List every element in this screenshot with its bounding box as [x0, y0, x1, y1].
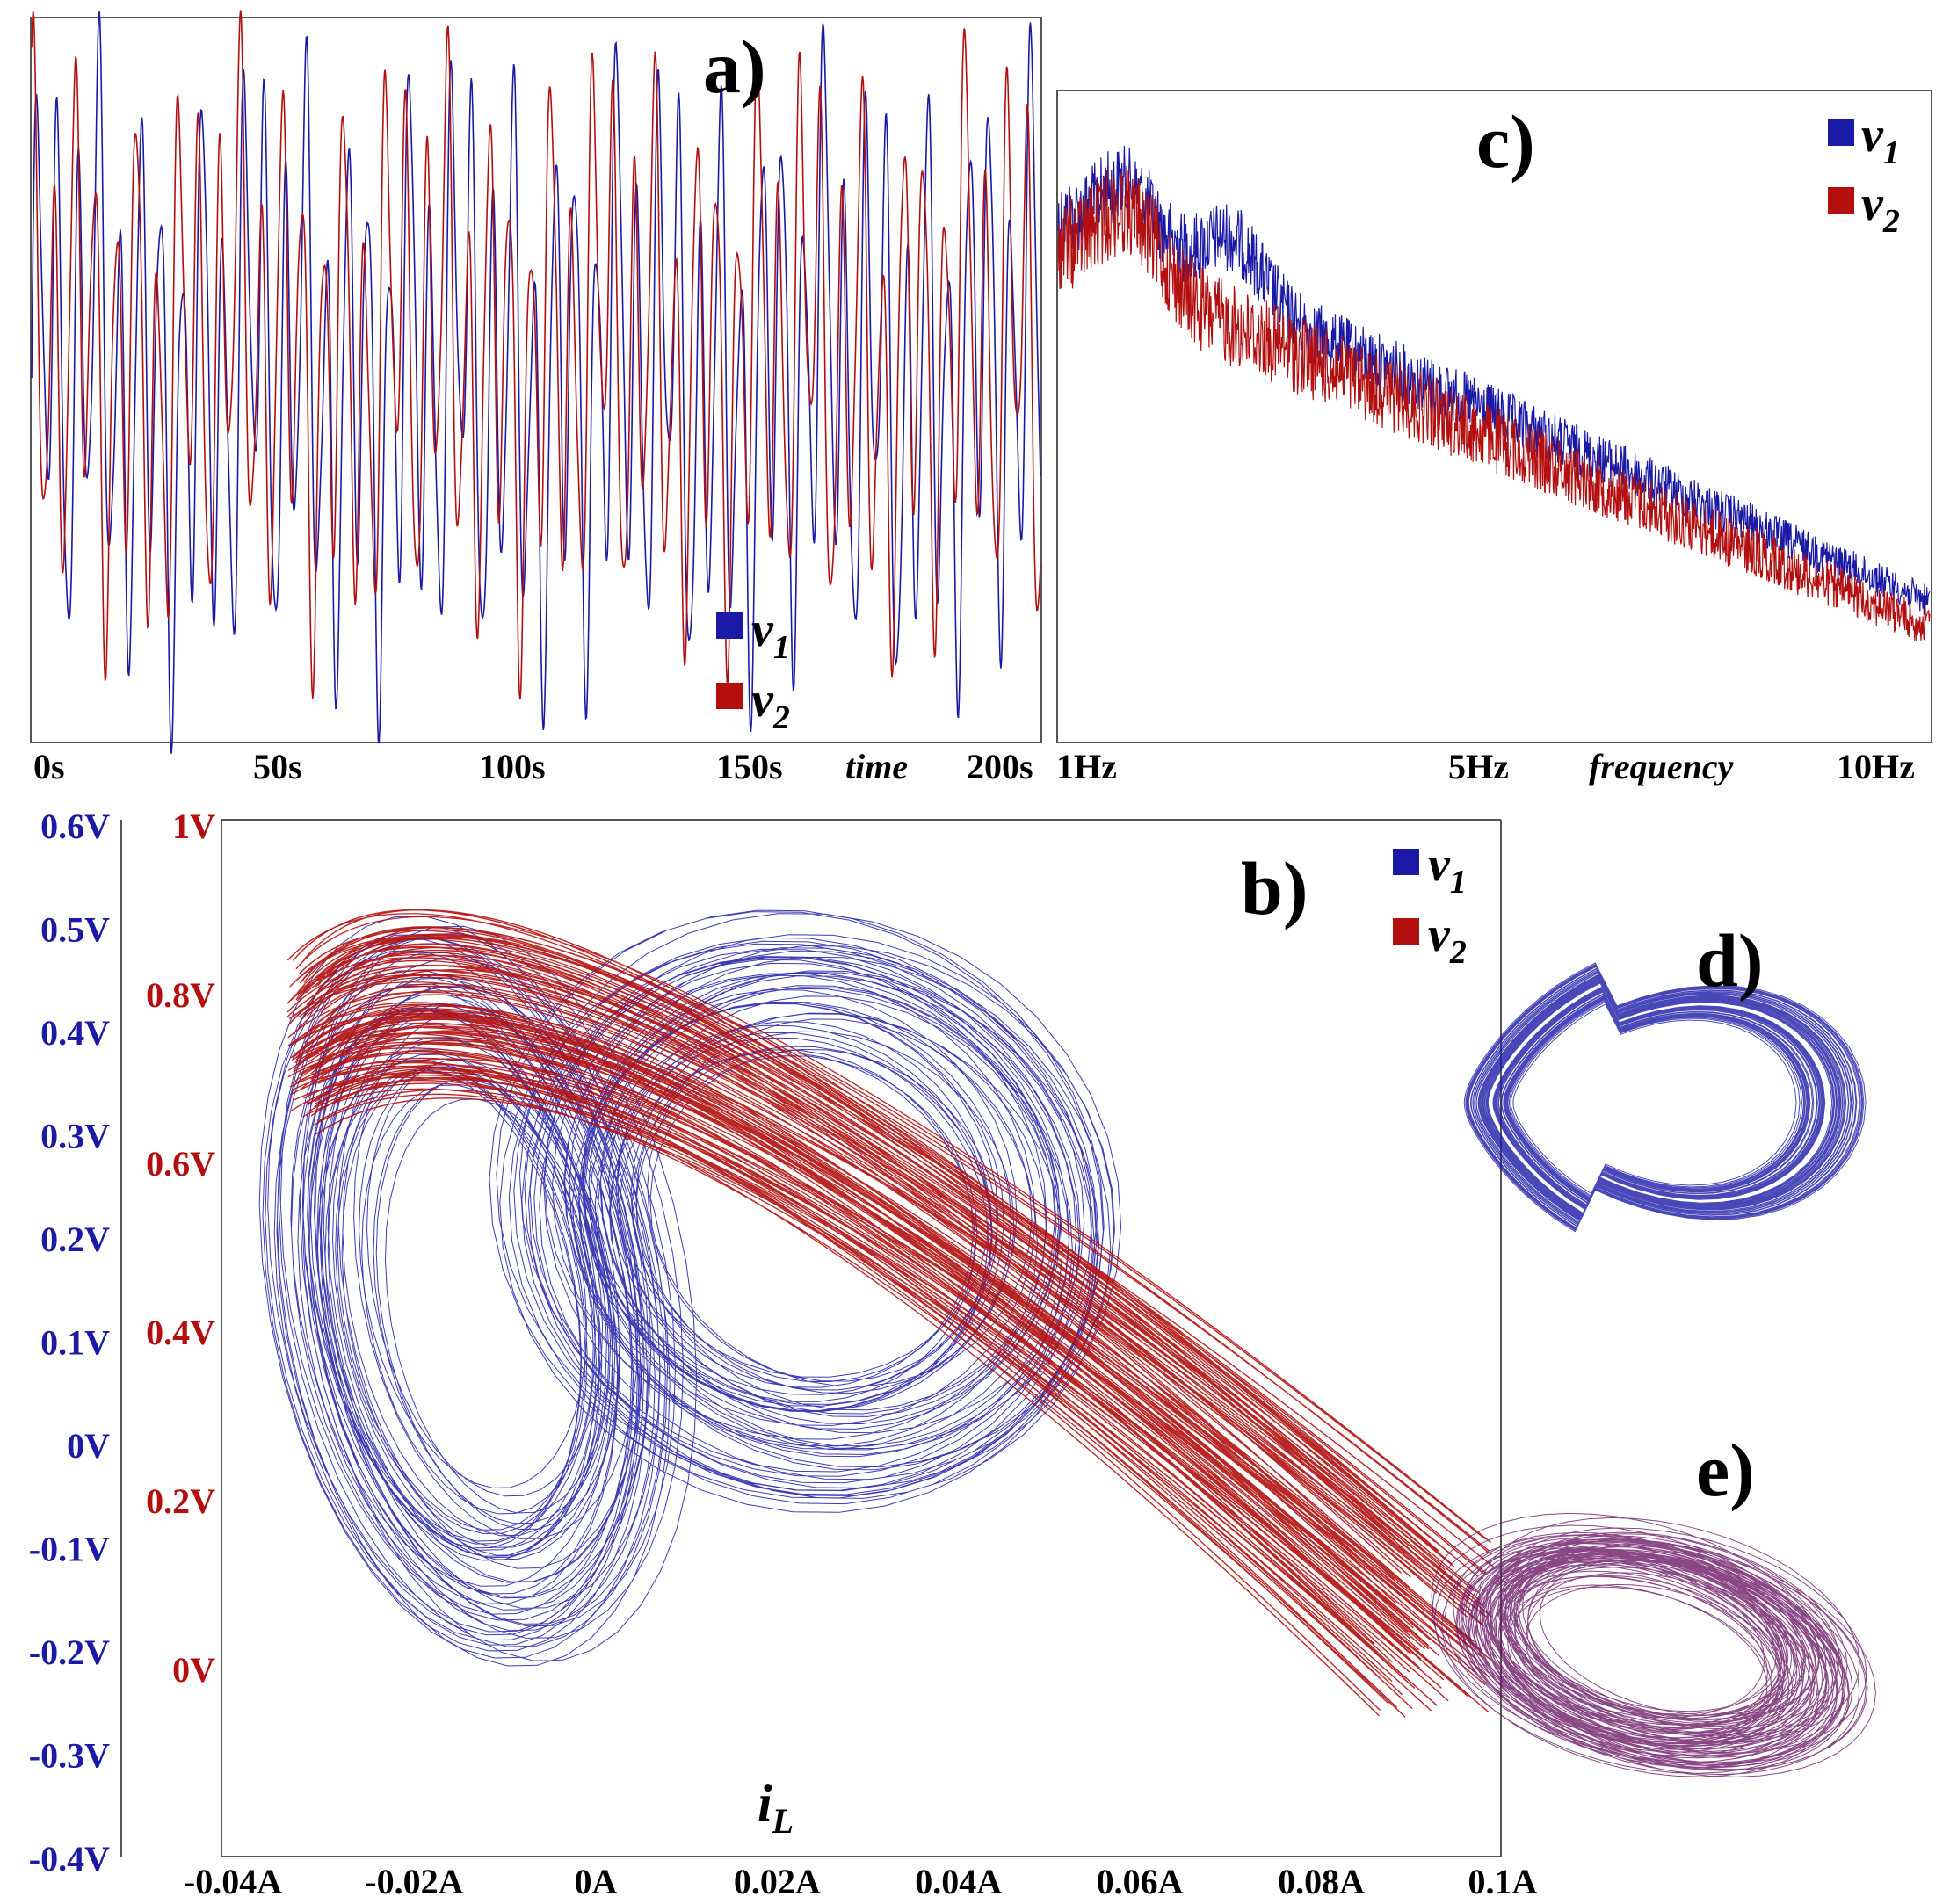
b-series-v2 — [286, 909, 1495, 1718]
panel-b-yticks-v2: 1V 0.8V 0.6V 0.4V 0.2V 0V — [146, 807, 215, 1690]
panel-e: e) — [1431, 1428, 1876, 1777]
b-xlabel: iL — [758, 1774, 794, 1841]
panel-a: a) v1 v2 0s 50s 100s 150s time 200s — [30, 10, 1042, 786]
a-series-v2 — [31, 10, 1041, 700]
panel-b-xticks: -0.04A -0.02A 0A 0.02A 0.04A 0.06A 0.08A 0.1A — [184, 1862, 1538, 1901]
panel-a-traces — [31, 10, 1041, 754]
b-ytick-v1-1: 0.5V — [40, 910, 110, 950]
panel-c-traces — [1057, 145, 1931, 642]
b-ytick-v1-8: -0.2V — [29, 1633, 110, 1672]
panel-a-legend: v1 v2 — [716, 603, 790, 736]
legend-c-swatch-v2 — [1828, 187, 1854, 214]
legend-a-swatch-v2 — [716, 683, 743, 709]
legend-c-label-v1: v1 — [1861, 108, 1900, 171]
b-xtick-1: -0.02A — [365, 1862, 463, 1901]
panel-a-xticks: 0s 50s 100s 150s time 200s — [33, 747, 1033, 786]
c-xtick-2: 10Hz — [1837, 747, 1915, 786]
b-ytick-v1-6: 0V — [67, 1426, 110, 1466]
a-xtick-0: 0s — [33, 747, 65, 786]
a-xlabel: time — [845, 747, 908, 786]
b-xtick-7: 0.1A — [1468, 1862, 1538, 1901]
a-xtick-1: 50s — [253, 747, 302, 786]
d-series-v1 — [1463, 962, 1867, 1233]
b-ytick-v2-3: 0.4V — [146, 1313, 215, 1352]
b-ytick-v1-9: -0.3V — [29, 1736, 110, 1776]
legend-c-swatch-v1 — [1828, 119, 1854, 146]
b-xtick-6: 0.08A — [1278, 1862, 1365, 1901]
panel-e-label: e) — [1696, 1428, 1755, 1512]
a-xtick-2: 100s — [479, 747, 546, 786]
panel-d: d) — [1463, 918, 1867, 1233]
b-ytick-v2-5: 0V — [172, 1650, 215, 1690]
panel-c: c) v1 v2 1Hz 5Hz frequency 10Hz — [1056, 90, 1932, 786]
legend-b-swatch-v1 — [1393, 849, 1419, 875]
panel-c-label: c) — [1476, 99, 1535, 184]
panel-b-traces — [258, 909, 1495, 1718]
legend-c-label-v2: v2 — [1861, 177, 1900, 240]
panel-c-xticks: 1Hz 5Hz frequency 10Hz — [1056, 747, 1915, 786]
a-xtick-4: 200s — [967, 747, 1033, 786]
panel-d-label: d) — [1696, 918, 1763, 1003]
b-xtick-4: 0.04A — [915, 1862, 1002, 1901]
panel-b-yticks-v1: 0.6V 0.5V 0.4V 0.3V 0.2V 0.1V 0V -0.1V -0.2V -0.3… — [29, 807, 110, 1879]
b-ytick-v2-2: 0.6V — [146, 1144, 215, 1184]
panel-d-traces — [1463, 962, 1867, 1233]
b-xtick-5: 0.06A — [1097, 1862, 1184, 1901]
panel-b-label: b) — [1241, 846, 1308, 930]
e-series-v3 — [1431, 1512, 1876, 1777]
c-series-v2 — [1057, 165, 1931, 642]
a-xtick-3: 150s — [716, 747, 783, 786]
b-ytick-v2-0: 1V — [172, 807, 215, 846]
panel-a-label: a) — [703, 25, 766, 109]
panel-b: b) v1 v2 0.6V 0.5V 0.4V 0.3V 0.2V 0.1V 0V -0.1V… — [29, 807, 1538, 1901]
b-ytick-v1-5: 0.1V — [40, 1323, 110, 1363]
legend-a-swatch-v1 — [716, 612, 743, 639]
b-ytick-v1-2: 0.4V — [40, 1013, 110, 1053]
b-xtick-0: -0.04A — [184, 1862, 282, 1901]
panel-b-legend: v1 v2 — [1393, 837, 1467, 971]
legend-b-label-v1: v1 — [1428, 837, 1467, 901]
panel-c-legend: v1 v2 — [1828, 108, 1900, 240]
legend-b-label-v2: v2 — [1428, 908, 1467, 971]
b-xtick-3: 0.02A — [734, 1862, 821, 1901]
c-series-v1 — [1057, 145, 1931, 615]
b-ytick-v2-4: 0.2V — [146, 1481, 215, 1521]
b-ytick-v1-3: 0.3V — [40, 1117, 110, 1156]
legend-a-label-v1: v1 — [751, 603, 790, 666]
b-ytick-v1-7: -0.1V — [29, 1530, 110, 1569]
b-ytick-v1-10: -0.4V — [29, 1839, 110, 1879]
legend-b-swatch-v2 — [1393, 918, 1419, 945]
panel-e-traces — [1431, 1512, 1876, 1777]
b-ytick-v1-0: 0.6V — [40, 807, 110, 846]
b-ytick-v2-1: 0.8V — [146, 975, 215, 1015]
c-xtick-1: 5Hz — [1448, 747, 1509, 786]
legend-a-label-v2: v2 — [751, 673, 790, 736]
b-ytick-v1-4: 0.2V — [40, 1220, 110, 1259]
c-xlabel: frequency — [1589, 747, 1734, 786]
c-xtick-0: 1Hz — [1056, 747, 1117, 786]
b-xtick-2: 0A — [574, 1862, 617, 1901]
